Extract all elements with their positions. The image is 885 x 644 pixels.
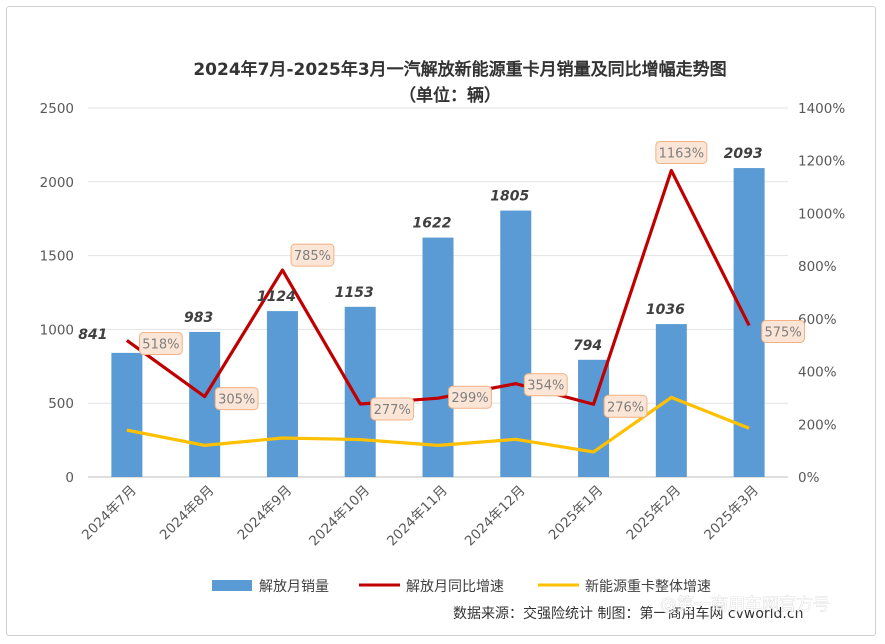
bar: [578, 359, 610, 477]
right-tick-label: 200%: [798, 417, 837, 433]
x-tick-label: 2024年7月: [79, 483, 140, 544]
bar-value-label: 794: [573, 338, 602, 354]
percent-label: 299%: [451, 391, 488, 406]
percent-label: 305%: [218, 393, 255, 408]
bar-labels: 841 983 1124 1153 1622 1805 794 1036 2093: [78, 146, 762, 354]
right-tick-label: 400%: [798, 365, 837, 381]
bar: [266, 311, 298, 477]
percent-label-box: [290, 243, 335, 267]
x-axis-ticks: 2024年7月 2024年8月 2024年9月 2024年10月 2024年11月 202…: [79, 483, 762, 550]
percent-label: 575%: [765, 325, 802, 340]
bar-value-label: 1805: [490, 189, 529, 205]
chart-subtitle: （单位：辆）: [399, 85, 501, 106]
line-yoy: [125, 168, 751, 406]
right-tick-label: 0%: [798, 470, 820, 486]
percent-label-box: [761, 319, 806, 343]
bar: [111, 352, 143, 477]
percent-label: 1163%: [659, 146, 704, 161]
bar-value-label: 1036: [646, 302, 685, 318]
left-tick-label: 1000: [40, 322, 74, 338]
percent-labels: 518% 305% 785% 277% 299% 354% 276% 1163% 575%: [138, 140, 806, 421]
percent-label-box: [214, 387, 259, 411]
percent-label-box: [655, 140, 708, 164]
percent-label: 354%: [527, 379, 564, 394]
bar-value-label: 2093: [724, 146, 763, 162]
source-text: 数据来源：交强险统计 制图：第一商用车网 cvworld.cn: [453, 605, 803, 622]
percent-label: 276%: [607, 400, 644, 415]
left-tick-label: 0: [65, 470, 74, 486]
x-tick-label: 2024年8月: [157, 483, 218, 544]
x-tick-label: 2024年11月: [384, 483, 451, 550]
legend: 解放月销量 解放月同比增速 新能源重卡整体增速: [212, 579, 711, 595]
percent-label-box: [448, 385, 492, 409]
legend-swatch-bar: [212, 580, 252, 591]
percent-label-box: [370, 397, 415, 421]
percent-label: 518%: [142, 337, 179, 352]
legend-label-bar: 解放月销量: [259, 579, 329, 595]
x-tick-label: 2024年10月: [306, 483, 373, 550]
x-tick-label: 2025年2月: [623, 483, 684, 544]
bar: [422, 237, 454, 477]
right-axis-ticks: 0% 200% 400% 600% 800% 1000% 1200% 1400%: [798, 101, 845, 486]
bar-value-label: 1153: [335, 285, 374, 301]
bar-value-label: 841: [78, 327, 107, 343]
bar: [500, 210, 532, 477]
right-tick-label: 800%: [798, 259, 837, 275]
bar-value-label: 1124: [257, 289, 296, 305]
right-tick-label: 600%: [798, 312, 837, 328]
left-axis-ticks: 0 500 1000 1500 2000 2500: [40, 101, 74, 486]
x-tick-label: 2025年3月: [701, 483, 762, 544]
percent-label-box: [603, 394, 648, 418]
chart-title: 2024年7月-2025年3月一汽解放新能源重卡月销量及同比增幅走势图: [193, 59, 726, 80]
x-tick-label: 2024年9月: [234, 483, 295, 544]
bar-value-label: 1622: [413, 216, 452, 232]
percent-label: 785%: [294, 249, 331, 264]
right-tick-label: 1400%: [798, 101, 845, 117]
legend-label-yoy: 解放月同比增速: [406, 579, 504, 595]
left-tick-label: 2500: [40, 101, 74, 117]
left-tick-label: 2000: [40, 175, 74, 191]
left-tick-label: 1500: [40, 249, 74, 265]
bar-value-label: 983: [184, 310, 213, 326]
x-tick-label: 2024年12月: [462, 483, 529, 550]
percent-label: 277%: [374, 403, 411, 418]
right-tick-label: 1200%: [798, 154, 845, 170]
x-tick-label: 2025年1月: [546, 483, 607, 544]
percent-label-box: [523, 373, 568, 397]
legend-label-industry: 新能源重卡整体增速: [585, 579, 711, 595]
watermark-text: @第一商用车网官方号: [660, 595, 830, 615]
percent-label-box: [138, 331, 183, 355]
left-tick-label: 500: [48, 396, 74, 412]
bar: [344, 306, 376, 477]
right-tick-label: 1000%: [798, 206, 845, 222]
